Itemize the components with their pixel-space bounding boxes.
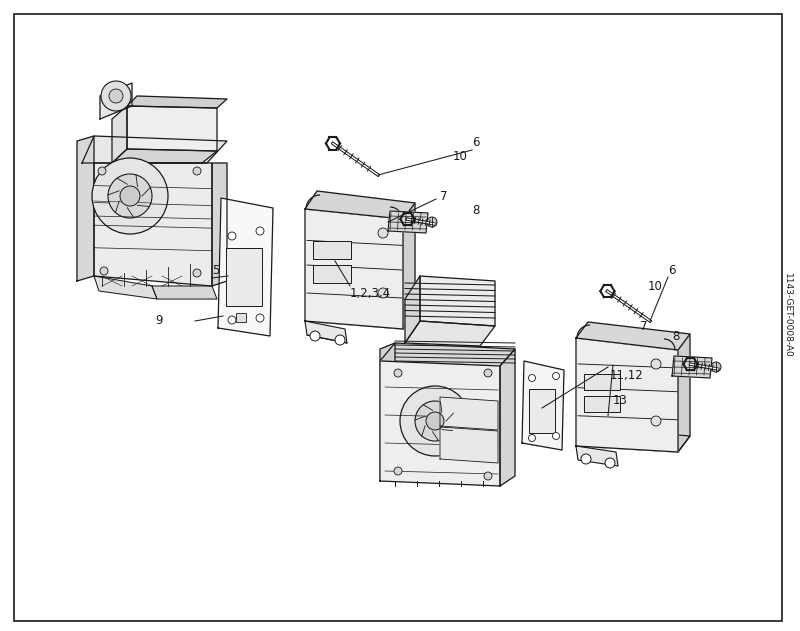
Circle shape	[484, 369, 492, 377]
Polygon shape	[82, 136, 227, 163]
Circle shape	[394, 467, 402, 475]
Circle shape	[400, 386, 470, 456]
Circle shape	[651, 416, 661, 426]
Polygon shape	[405, 321, 495, 346]
Circle shape	[378, 228, 388, 238]
Circle shape	[193, 269, 201, 277]
Circle shape	[101, 81, 131, 111]
Polygon shape	[388, 211, 428, 233]
Bar	[236, 313, 246, 322]
Circle shape	[529, 375, 535, 382]
Polygon shape	[672, 356, 712, 378]
Polygon shape	[94, 276, 157, 299]
Circle shape	[256, 227, 264, 235]
Text: 9: 9	[155, 314, 162, 327]
Polygon shape	[380, 343, 515, 366]
Text: 8: 8	[472, 204, 479, 218]
Polygon shape	[112, 106, 127, 163]
Polygon shape	[305, 191, 415, 219]
Text: 10: 10	[453, 151, 468, 163]
Circle shape	[415, 401, 455, 441]
Bar	[313, 265, 351, 283]
Text: 8: 8	[672, 329, 679, 343]
Text: 7: 7	[640, 319, 647, 333]
Text: 11,12: 11,12	[610, 369, 644, 382]
Bar	[529, 389, 555, 433]
Circle shape	[108, 174, 152, 218]
Polygon shape	[405, 276, 420, 343]
Circle shape	[120, 186, 140, 206]
Text: 10: 10	[648, 281, 663, 293]
Circle shape	[100, 267, 108, 275]
Circle shape	[581, 454, 591, 464]
Circle shape	[92, 158, 168, 234]
Circle shape	[228, 316, 236, 324]
Polygon shape	[420, 276, 495, 326]
Circle shape	[711, 362, 721, 372]
Circle shape	[553, 432, 559, 440]
Text: 1,2,3,4: 1,2,3,4	[350, 286, 391, 300]
Circle shape	[426, 412, 444, 430]
Circle shape	[651, 359, 661, 369]
Polygon shape	[77, 136, 94, 281]
Polygon shape	[305, 209, 403, 329]
Bar	[584, 396, 620, 412]
Circle shape	[310, 331, 320, 341]
Circle shape	[605, 458, 615, 468]
Circle shape	[109, 89, 123, 103]
Bar	[226, 248, 262, 306]
Text: 5: 5	[212, 264, 219, 278]
Circle shape	[378, 288, 388, 298]
Polygon shape	[112, 149, 217, 163]
Circle shape	[553, 372, 559, 379]
Polygon shape	[380, 343, 395, 481]
Polygon shape	[403, 203, 415, 329]
Text: 6: 6	[668, 264, 675, 278]
Polygon shape	[440, 397, 498, 430]
Polygon shape	[305, 321, 347, 343]
Polygon shape	[678, 334, 690, 452]
Polygon shape	[305, 301, 415, 329]
Polygon shape	[127, 106, 217, 151]
Circle shape	[394, 369, 402, 377]
Text: 1143-GET-0008-A0: 1143-GET-0008-A0	[782, 273, 792, 358]
Text: 6: 6	[472, 136, 479, 150]
Polygon shape	[380, 361, 500, 486]
Polygon shape	[500, 349, 515, 486]
Bar	[313, 241, 351, 259]
Polygon shape	[152, 286, 217, 299]
Bar	[584, 374, 620, 390]
Polygon shape	[218, 198, 273, 336]
Polygon shape	[440, 427, 498, 463]
Polygon shape	[94, 163, 212, 286]
Circle shape	[427, 217, 437, 227]
Text: 13: 13	[613, 394, 628, 408]
Text: 7: 7	[440, 191, 447, 204]
Circle shape	[484, 472, 492, 480]
Polygon shape	[127, 96, 227, 108]
Polygon shape	[212, 163, 227, 286]
Circle shape	[98, 167, 106, 175]
Polygon shape	[576, 428, 690, 452]
Polygon shape	[522, 361, 564, 450]
Circle shape	[335, 335, 345, 345]
Polygon shape	[576, 446, 618, 466]
Polygon shape	[576, 322, 690, 350]
Polygon shape	[100, 83, 132, 119]
Circle shape	[256, 314, 264, 322]
Circle shape	[193, 167, 201, 175]
Polygon shape	[576, 338, 678, 452]
Circle shape	[529, 435, 535, 442]
Circle shape	[228, 232, 236, 240]
